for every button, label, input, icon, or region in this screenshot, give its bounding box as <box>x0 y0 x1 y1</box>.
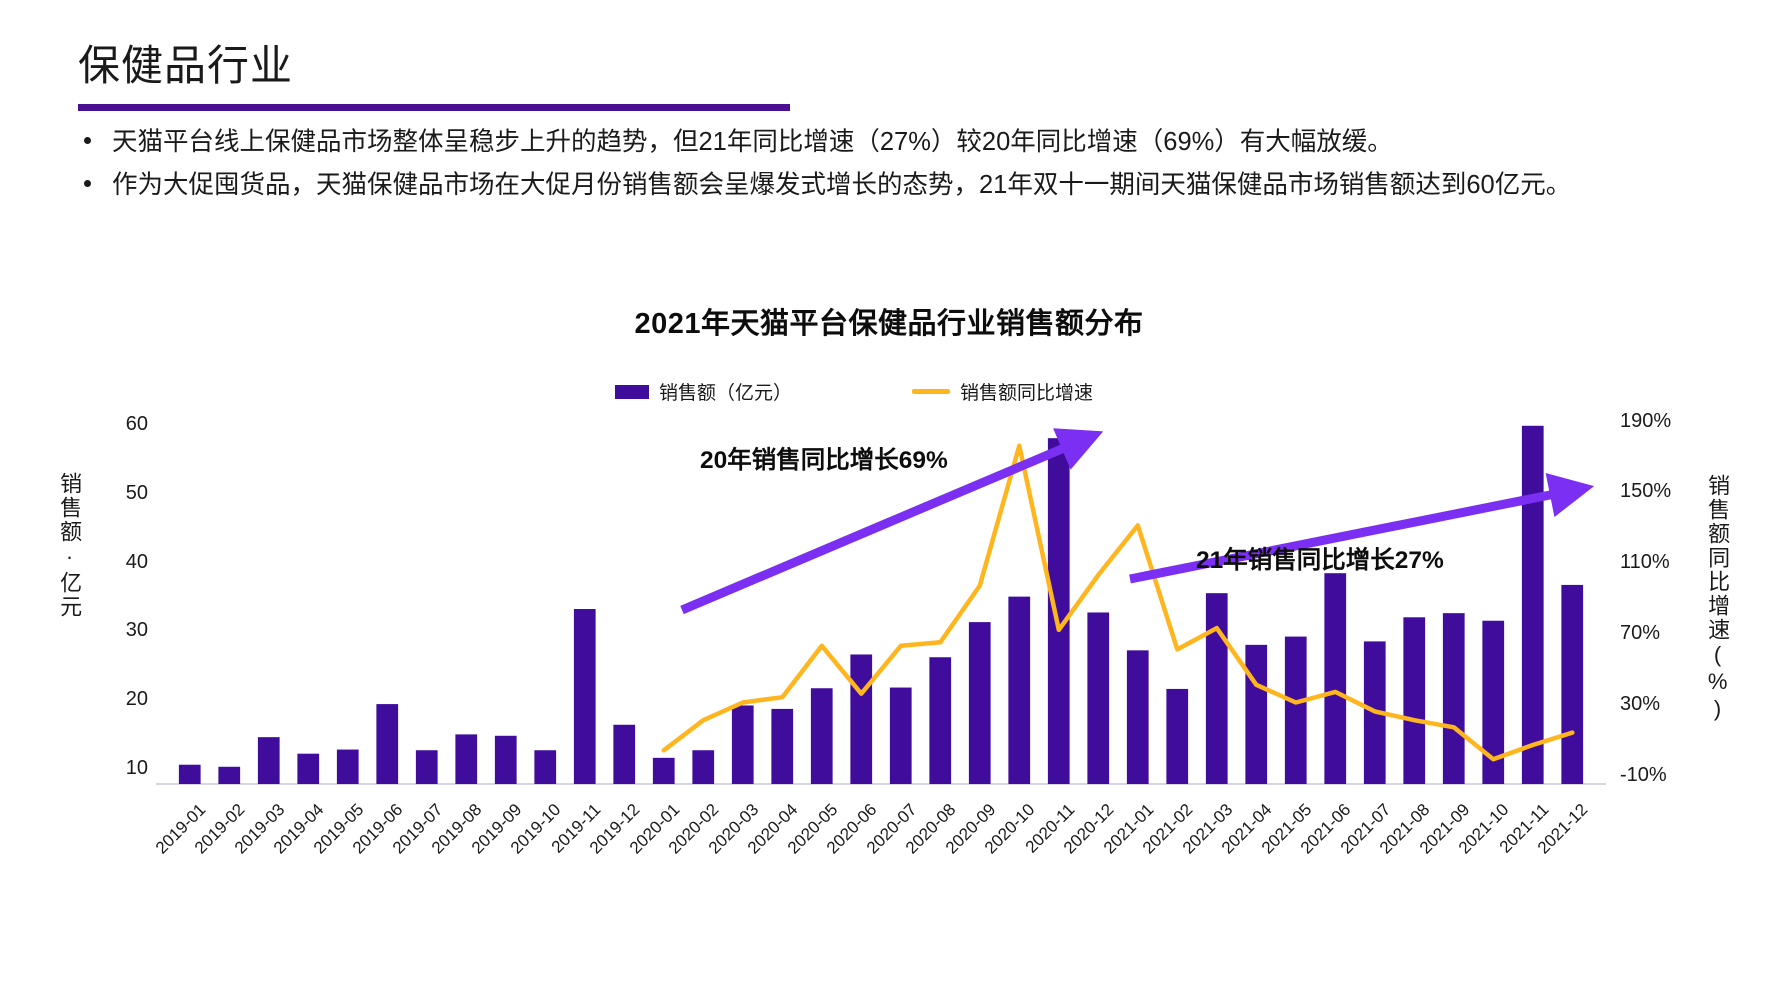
chart-bar <box>1403 617 1426 784</box>
bullet-item-1: 天猫平台线上保健品市场整体呈稳步上升的趋势，但21年同比增速（27%）较20年同… <box>78 124 1718 161</box>
chart-bar <box>771 708 794 784</box>
y-tick-left: 60 <box>125 412 148 435</box>
y-tick-right: 70% <box>1620 622 1661 645</box>
legend-label: 销售额同比增速 <box>960 383 1094 404</box>
bullet-item-2: 作为大促囤货品，天猫保健品市场在大促月份销售额会呈爆发式增长的态势，21年双十一… <box>78 167 1718 204</box>
chart-title: 2021年天猫平台保健品行业销售额分布 <box>634 308 1144 340</box>
trend-arrow-2 <box>1129 472 1595 584</box>
legend-item-sales[interactable]: 销售额（亿元） <box>615 378 792 405</box>
chart-bar <box>1166 688 1189 784</box>
chart-bar <box>494 735 517 784</box>
chart-bar <box>1245 644 1268 784</box>
title-underline-rule <box>78 104 790 111</box>
chart-bar <box>652 757 675 784</box>
chart-bar <box>1442 613 1465 784</box>
y-tick-left: 50 <box>125 481 148 504</box>
chart-bar <box>613 724 636 784</box>
bullet-dot-icon <box>84 180 91 188</box>
bullet-list: 天猫平台线上保健品市场整体呈稳步上升的趋势，但21年同比增速（27%）较20年同… <box>78 124 1718 210</box>
chart-legend: 销售额（亿元） 销售额同比增速 <box>615 378 1093 405</box>
y-axis-right-label: 销售额同比增速(%) <box>1705 474 1731 723</box>
chart-bar <box>1324 573 1347 784</box>
chart-bar <box>929 657 952 784</box>
y-tick-left: 20 <box>125 688 148 711</box>
annotation-growth-2020: 20年销售同比增长69% <box>700 447 948 474</box>
y-tick-right: 190% <box>1620 409 1672 432</box>
chart-bar <box>968 622 991 784</box>
line-swatch-icon <box>912 389 951 394</box>
chart-bar <box>692 750 715 784</box>
chart-bar <box>1087 612 1110 784</box>
y-tick-right: 110% <box>1620 551 1670 574</box>
y-tick-right: 150% <box>1620 480 1672 503</box>
chart-bar <box>850 654 873 784</box>
bar-swatch-icon <box>615 384 649 399</box>
chart-bar <box>1561 584 1584 784</box>
chart-bar <box>297 753 320 784</box>
chart-bar <box>336 749 359 784</box>
chart-bar <box>573 609 596 784</box>
y-tick-right: -10% <box>1620 763 1667 786</box>
chart-bar <box>889 687 912 784</box>
chart-bar <box>178 764 201 784</box>
legend-label: 销售额（亿元） <box>659 383 793 404</box>
chart-bar <box>415 750 438 784</box>
chart-bar <box>731 705 754 784</box>
y-tick-left: 30 <box>125 619 148 642</box>
chart-bar <box>1047 438 1070 784</box>
bullet-text: 作为大促囤货品，天猫保健品市场在大促月份销售额会呈爆发式增长的态势，21年双十一… <box>112 171 1572 200</box>
chart-bar <box>455 734 478 784</box>
chart-bar <box>534 750 557 784</box>
page-title: 保健品行业 <box>78 42 294 89</box>
chart-bar <box>1008 596 1031 784</box>
chart-svg <box>156 425 1606 785</box>
bullet-dot-icon <box>84 137 91 145</box>
trend-arrow-1 <box>680 428 1104 615</box>
y-tick-left: 40 <box>125 550 148 573</box>
chart-bar <box>1482 620 1505 784</box>
chart-bar <box>218 766 241 784</box>
chart-bar <box>376 704 399 784</box>
chart-bar <box>1284 636 1307 784</box>
y-axis-left-label: 销售额·亿元 <box>57 472 83 619</box>
chart-bar <box>1205 593 1228 784</box>
chart-bar <box>810 688 833 784</box>
chart-bar <box>1126 650 1149 784</box>
annotation-growth-2021: 21年销售同比增长27% <box>1196 547 1444 574</box>
chart-bar <box>1521 425 1544 784</box>
y-tick-right: 30% <box>1620 693 1661 716</box>
y-tick-left: 10 <box>125 757 148 780</box>
bullet-text: 天猫平台线上保健品市场整体呈稳步上升的趋势，但21年同比增速（27%）较20年同… <box>112 128 1393 156</box>
growth-line <box>661 443 1575 762</box>
chart-container: 2021年天猫平台保健品行业销售额分布 销售额（亿元） 销售额同比增速 销售额·… <box>0 282 1778 1000</box>
plot-area: 销售额·亿元 销售额同比增速(%) 10 20 30 40 50 60 -10% 30% 70… <box>0 282 1778 1000</box>
chart-bar <box>257 737 280 784</box>
legend-item-growth[interactable]: 销售额同比增速 <box>912 378 1093 405</box>
